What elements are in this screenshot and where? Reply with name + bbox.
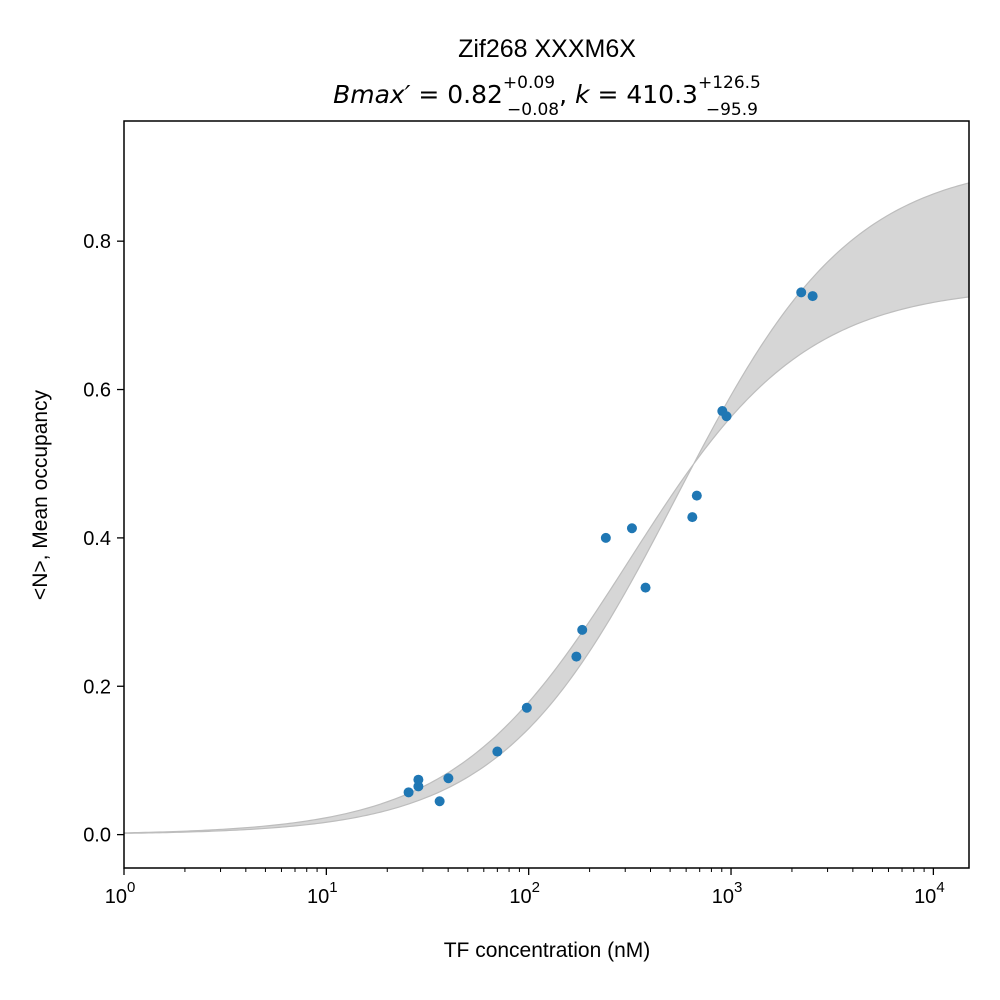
bmax-plus: +0.09	[503, 73, 555, 93]
data-point	[571, 651, 582, 662]
data-point	[492, 746, 503, 757]
x-tick-label: 103	[712, 879, 743, 908]
chart-title: Zif268 XXXM6X	[458, 35, 636, 63]
x-tick-label: 104	[914, 879, 945, 908]
y-tick-label: 0.2	[83, 676, 111, 698]
axes: 100 101 102 103 104 0.0 0.2 0.4 0.6 0.8	[83, 120, 970, 908]
k-value: 410.3	[626, 80, 698, 109]
chart-subtitle: Bmax′ = 0.82+0.09 −0.08, k = 410.3+126.5−…	[333, 73, 761, 120]
data-point	[721, 411, 732, 422]
x-tick-label: 102	[509, 879, 540, 908]
data-point	[796, 287, 807, 298]
y-tick-label: 0.4	[83, 528, 111, 550]
bmax-value: 0.82	[447, 80, 503, 109]
data-point	[691, 490, 702, 501]
data-point	[626, 523, 637, 534]
data-point	[600, 532, 611, 543]
data-point	[434, 796, 445, 807]
y-tick-label: 0.8	[83, 231, 111, 253]
bmax-label: Bmax′	[333, 80, 411, 109]
data-point	[403, 787, 414, 798]
x-axis-label: TF concentration (nM)	[444, 939, 651, 962]
bmax-minus: −0.08	[507, 100, 559, 120]
data-point	[521, 702, 532, 713]
data-point	[443, 773, 454, 784]
y-tick-label: 0.0	[83, 825, 111, 847]
x-tick-label: 100	[105, 879, 136, 908]
y-tick-label: 0.6	[83, 380, 111, 402]
k-label: k	[575, 80, 591, 109]
data-point	[640, 582, 651, 593]
data-point	[413, 774, 424, 785]
data-point	[807, 291, 818, 302]
data-point	[577, 624, 588, 635]
axes-frame	[123, 120, 970, 869]
data-point	[687, 512, 698, 523]
k-minus: −95.9	[706, 100, 758, 120]
x-tick-label: 101	[307, 879, 338, 908]
y-axis-label: <N>, Mean occupancy	[29, 389, 52, 600]
k-plus: +126.5	[698, 73, 761, 93]
